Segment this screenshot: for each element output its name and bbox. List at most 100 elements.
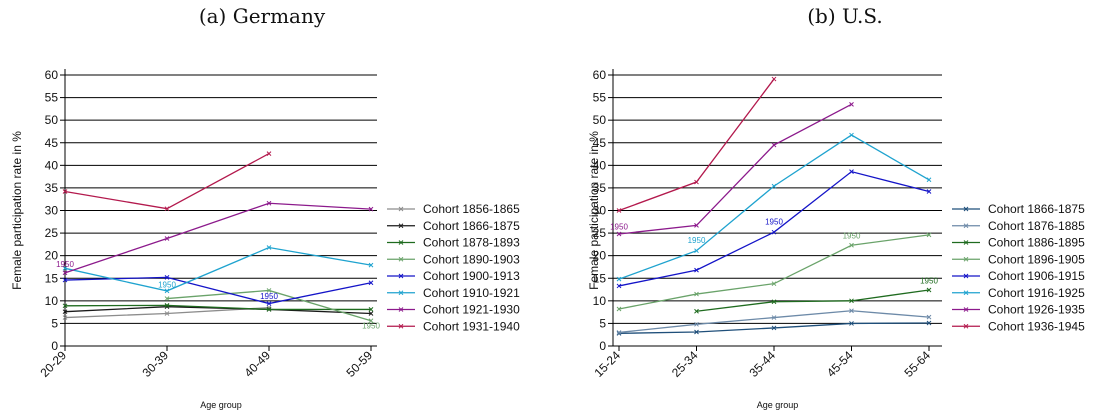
y-tick-label: 20 [45,249,59,263]
series-line [618,310,930,334]
data-point [616,231,622,237]
data-point [926,177,932,183]
y-tick-label: 50 [45,113,59,127]
chart-panel-1: (b) U.S. 0 5 10 15 20 25 30 35 40 45 50 55 60 15-24 25-… [587,4,1085,410]
y-tick-label: 10 [45,294,59,308]
legend-marker [398,256,404,262]
annotation-label: 1950 [158,280,176,289]
x-tick-label: 55-64 [902,348,934,380]
y-tick-label: 50 [593,113,607,127]
legend-marker [398,206,404,212]
series-line [64,202,372,274]
y-tick-label: 40 [45,158,59,172]
y-tick-label: 10 [593,294,607,308]
legend-marker [963,223,969,229]
data-point [266,301,272,306]
data-point [62,277,68,283]
y-tick-label: 5 [51,316,58,330]
y-tick-label: 35 [45,181,59,195]
data-point [694,179,699,185]
x-tick-label: 30-39 [140,348,172,380]
y-tick-label: 55 [593,91,607,105]
annotation-label: 1950 [56,260,74,269]
legend-label: Cohort 1876-1885 [988,219,1085,233]
data-point [694,267,699,273]
chart-title: (a) Germany [199,4,326,28]
x-tick-label: 25-34 [669,348,701,380]
y-tick-label: 40 [593,158,607,172]
annotation-label: 1950 [362,321,380,330]
x-axis-title: Age group [200,400,242,410]
legend-marker [398,240,404,245]
data-point [694,291,699,297]
legend-marker [963,240,969,245]
data-point [164,236,170,241]
series-line [64,306,372,315]
legend-marker [963,273,969,279]
series-line [64,153,270,210]
data-point [62,265,68,271]
legend-label: Cohort 1931-1940 [423,319,520,333]
y-tick-label: 30 [45,204,59,218]
data-point [849,242,854,248]
annotation-label: 1950 [920,277,938,286]
data-point [926,287,932,293]
legend-label: Cohort 1886-1895 [988,236,1085,250]
x-tick-label: 40-49 [242,348,274,380]
series-line [696,289,930,312]
data-point [164,288,170,294]
legend-label: Cohort 1866-1875 [423,219,520,233]
legend-label: Cohort 1890-1903 [423,252,520,266]
legend-label: Cohort 1896-1905 [988,252,1085,266]
legend-label: Cohort 1921-1930 [423,303,520,317]
data-point [266,307,272,312]
data-point [771,281,777,287]
data-point [926,314,932,320]
data-point [849,321,854,326]
y-tick-label: 0 [599,339,606,353]
data-point [771,76,777,82]
legend-marker [963,290,969,296]
data-point [62,309,68,315]
chart-title: (b) U.S. [807,4,883,28]
legend-marker [398,307,404,312]
legend-marker [398,290,404,296]
data-point [849,169,854,175]
y-tick-label: 5 [599,316,606,330]
legend-label: Cohort 1866-1875 [988,202,1085,216]
data-point [926,232,932,238]
data-point [694,248,699,254]
y-tick-label: 30 [593,204,607,218]
annotation-label: 1950 [610,222,628,231]
data-point [164,302,170,308]
data-point [368,262,374,268]
data-point [62,270,68,276]
y-tick-label: 25 [593,226,607,240]
y-tick-label: 60 [45,68,59,82]
data-point [771,325,777,331]
annotation-label: 1950 [765,218,783,227]
legend-label: Cohort 1926-1935 [988,303,1085,317]
series-line [618,78,775,212]
data-point [368,311,374,316]
legend-marker [963,323,969,329]
data-point [694,329,699,335]
data-point [694,308,699,314]
y-tick-label: 20 [593,249,607,263]
data-point [62,189,68,194]
series-line [64,276,372,305]
data-point [849,308,854,314]
data-point [62,315,68,320]
data-point [771,229,777,235]
data-point [926,320,932,326]
data-point [616,306,622,312]
x-axis-title: Age group [757,400,799,410]
data-point [771,183,777,189]
x-tick-label: 20-29 [38,348,70,380]
y-tick-label: 45 [45,136,59,150]
x-tick-label: 45-54 [824,348,856,380]
y-axis-title: Female participation rate in % [10,131,24,290]
legend-marker [398,223,404,229]
series-line [64,304,371,311]
